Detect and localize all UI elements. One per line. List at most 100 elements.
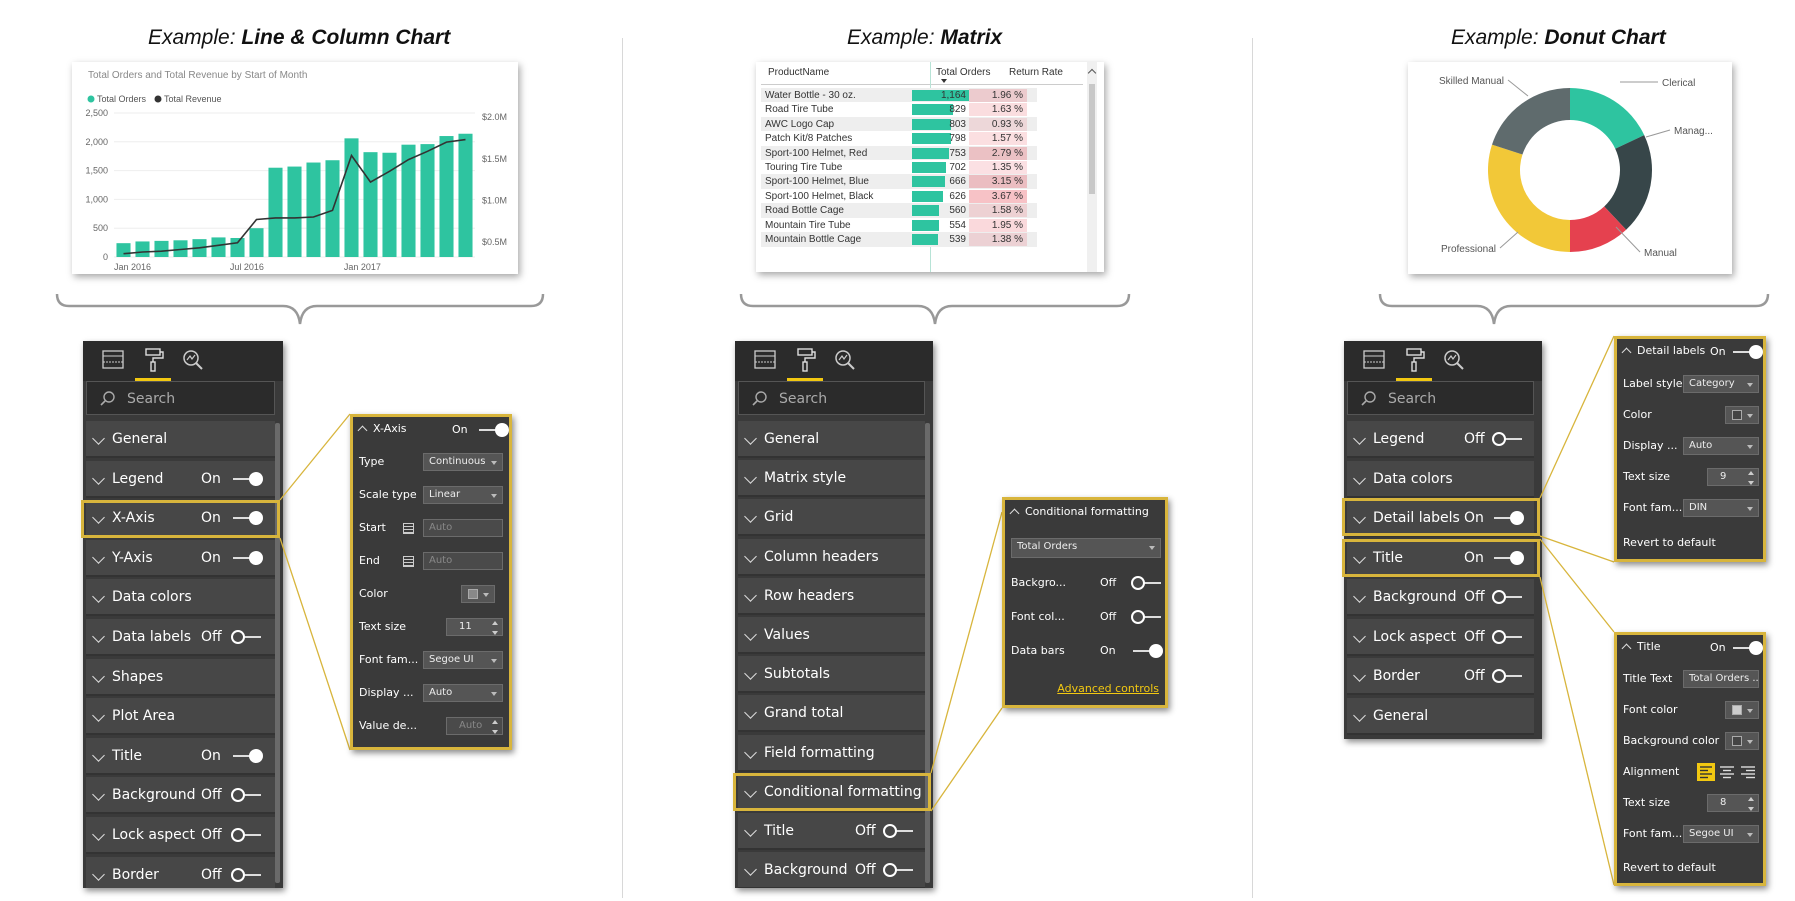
table-row[interactable]: Patch Kit/8 Patches 798 1.57 % (761, 131, 1037, 146)
analytics-magnifier-icon[interactable] (829, 345, 859, 375)
matrix-header-total-orders[interactable]: Total Orders (936, 67, 991, 78)
display-units-dropdown[interactable]: Auto (423, 684, 503, 702)
chevron-down-icon[interactable] (92, 630, 105, 643)
pane-item-shapes[interactable]: Shapes (86, 658, 275, 696)
chevron-down-icon[interactable] (744, 745, 757, 759)
matrix-header-productname[interactable]: ProductName (768, 67, 830, 78)
scroll-up-icon[interactable] (1087, 68, 1097, 78)
pane-item-values[interactable]: Values (738, 617, 925, 654)
pane-item-data-colors[interactable]: Data colors (86, 579, 275, 617)
chevron-down-icon[interactable] (744, 432, 757, 445)
font-family-dropdown[interactable]: Segoe UI (1683, 825, 1759, 843)
table-row[interactable]: Water Bottle - 30 oz. 1,164 1.96 % (761, 88, 1037, 103)
table-row[interactable]: AWC Logo Cap 803 0.93 % (761, 116, 1037, 132)
detail-labels-toggle[interactable] (1731, 345, 1763, 359)
pane-item-background[interactable]: Background Off (1347, 579, 1534, 616)
chevron-up-icon[interactable] (1621, 347, 1632, 358)
color-picker[interactable] (1725, 406, 1759, 424)
chevron-down-icon[interactable] (1353, 590, 1366, 603)
font-family-dropdown[interactable]: DIN (1683, 499, 1759, 517)
chevron-down-icon[interactable] (744, 667, 757, 681)
pane-item-data-colors[interactable]: Data colors (1347, 460, 1534, 498)
chevron-up-icon[interactable] (357, 425, 368, 436)
pane-item-border[interactable]: Border Off (86, 856, 275, 888)
calendar-icon[interactable] (403, 523, 414, 534)
stepper-arrows-icon[interactable] (1748, 797, 1754, 811)
label-style-dropdown[interactable]: Category (1683, 375, 1759, 393)
data-bars-toggle[interactable] (1131, 644, 1163, 658)
conditional-formatting-header[interactable]: Conditional formatting (1009, 505, 1149, 519)
table-row[interactable]: Road Bottle Cage 560 1.58 % (761, 203, 1037, 218)
fields-tab-icon[interactable] (98, 345, 128, 375)
pane-item-detail-labels[interactable]: Detail labels On (1347, 500, 1534, 537)
chevron-down-icon[interactable] (92, 471, 105, 485)
chevron-down-icon[interactable] (92, 590, 105, 604)
color-picker[interactable] (461, 585, 495, 603)
revert-to-default-link[interactable]: Revert to default (1623, 536, 1716, 549)
table-row[interactable]: Mountain Bottle Cage 539 1.38 % (761, 232, 1037, 247)
chevron-down-icon[interactable] (92, 867, 105, 881)
calendar-icon[interactable] (403, 556, 414, 567)
pane-item-background[interactable]: Background Off (86, 777, 275, 815)
pane-item-toggle[interactable] (231, 471, 263, 486)
value-decimals-stepper[interactable]: Auto (446, 717, 503, 735)
chevron-down-icon[interactable] (744, 628, 757, 641)
search-input[interactable]: Search (1347, 381, 1534, 415)
table-row[interactable]: Touring Tire Tube 702 1.35 % (761, 160, 1037, 175)
pane-item-plot-area[interactable]: Plot Area (86, 698, 275, 736)
table-row[interactable]: Mountain Tire Tube 554 1.95 % (761, 217, 1037, 233)
chevron-down-icon[interactable] (1353, 669, 1366, 682)
stepper-arrows-icon[interactable] (492, 720, 498, 734)
line-column-chart-card[interactable]: Total Orders and Total Revenue by Start … (72, 62, 518, 274)
chevron-down-icon[interactable] (1353, 511, 1366, 524)
text-size-stepper[interactable]: 8 (1707, 794, 1759, 812)
align-right-icon[interactable] (1739, 763, 1757, 781)
chevron-down-icon[interactable] (1353, 432, 1366, 445)
pane-item-toggle[interactable] (1492, 550, 1524, 565)
chevron-down-icon[interactable] (1353, 629, 1366, 643)
table-row[interactable]: Sport-100 Helmet, Red 753 2.79 % (761, 145, 1037, 161)
pane-item-toggle[interactable] (231, 828, 263, 842)
matrix-scrollbar[interactable] (1087, 62, 1097, 272)
chevron-down-icon[interactable] (744, 471, 757, 485)
chevron-down-icon[interactable] (92, 669, 105, 683)
field-dropdown[interactable]: Total Orders (1011, 538, 1161, 558)
chevron-down-icon[interactable] (92, 550, 105, 564)
table-row[interactable]: Sport-100 Helmet, Blue 666 3.15 % (761, 174, 1037, 189)
chevron-down-icon[interactable] (744, 510, 757, 524)
chevron-down-icon[interactable] (744, 863, 757, 877)
pane-scrollbar[interactable] (925, 423, 930, 883)
text-size-stepper[interactable]: 9 (1707, 468, 1759, 486)
matrix-header-return-rate[interactable]: Return Rate (1009, 67, 1063, 78)
pane-item-title[interactable]: Title On (86, 737, 275, 775)
donut-chart-card[interactable]: Clerical Manag... Manual Professional Skille… (1408, 62, 1732, 274)
pane-item-title[interactable]: Title On (1347, 539, 1534, 577)
pane-item-toggle[interactable] (1492, 511, 1524, 525)
chevron-down-icon[interactable] (1353, 708, 1366, 722)
chevron-down-icon[interactable] (744, 784, 757, 798)
chevron-down-icon[interactable] (92, 788, 105, 802)
font-color-picker[interactable] (1725, 701, 1759, 719)
pane-item-border[interactable]: Border Off (1347, 658, 1534, 695)
scroll-thumb[interactable] (1089, 84, 1095, 194)
pane-item-toggle[interactable] (231, 511, 263, 526)
title-header[interactable]: Title (1621, 640, 1661, 654)
revert-to-default-link[interactable]: Revert to default (1623, 861, 1716, 874)
pane-item-toggle[interactable] (883, 863, 915, 878)
stepper-arrows-icon[interactable] (1748, 471, 1754, 485)
format-paint-roller-icon[interactable] (787, 345, 823, 381)
pane-item-legend[interactable]: Legend On (86, 460, 275, 498)
font-family-dropdown[interactable]: Segoe UI (423, 651, 503, 669)
pane-item-toggle[interactable] (231, 788, 263, 803)
pane-item-general[interactable]: General (86, 421, 275, 458)
advanced-controls-link[interactable]: Advanced controls (1057, 682, 1159, 695)
pane-item-lock-aspect[interactable]: Lock aspect Off (1347, 618, 1534, 656)
title-toggle[interactable] (1731, 641, 1763, 655)
pane-item-general[interactable]: General (1347, 697, 1534, 735)
pane-item-lock-aspect[interactable]: Lock aspect Off (86, 817, 275, 854)
format-paint-roller-icon[interactable] (1396, 345, 1432, 381)
chevron-down-icon[interactable] (92, 511, 105, 525)
chevron-down-icon[interactable] (744, 588, 757, 602)
font-color-toggle[interactable] (1131, 610, 1163, 624)
table-row[interactable]: Road Tire Tube 829 1.63 % (761, 102, 1037, 117)
